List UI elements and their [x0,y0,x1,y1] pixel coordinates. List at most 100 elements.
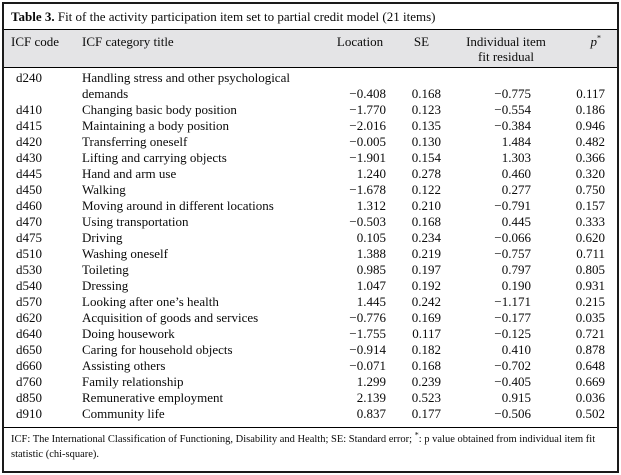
p-value-cell: 0.878 [575,342,605,357]
icf-code-cell: d650 [16,342,42,357]
se-cell: 0.234 [411,230,441,245]
p-value-cell: 0.366 [575,150,605,165]
category-title-cell: Caring for household objects [82,342,233,357]
se-cell: 0.177 [411,406,441,421]
p-value-cell: 0.805 [575,262,605,277]
category-title-cell: Handling stress and other psychological … [82,70,290,101]
location-cell: −1.901 [349,150,386,165]
category-title-cell: Dressing [82,278,129,293]
fit-residual-cell: 0.410 [501,342,531,357]
category-title-cell: Looking after one’s health [82,294,219,309]
table-row: d850 Remunerative employment 2.139 0.523… [4,390,617,406]
category-title-cell: Walking [82,182,126,197]
location-cell: −0.071 [349,358,386,373]
location-cell: 0.837 [356,406,386,421]
p-italic-letter: p [590,34,598,49]
icf-code-cell: d620 [16,310,42,325]
header-row: ICF code ICF category title Location SE … [4,30,617,68]
table-footnote: ICF: The International Classification of… [4,427,617,468]
location-cell: 0.105 [356,230,386,245]
location-cell: 1.445 [356,294,386,309]
fit-residual-cell: −0.702 [494,358,531,373]
table-number-label: Table 3. [11,9,55,24]
footnote-abbreviations: ICF: The International Classification of… [11,434,415,445]
p-value-cell: 0.333 [575,214,605,229]
category-title-cell: Acquisition of goods and services [82,310,259,325]
se-cell: 0.210 [411,198,441,213]
category-title-cell: Maintaining a body position [82,118,229,133]
icf-code-cell: d470 [16,214,42,229]
se-cell: 0.169 [411,310,441,325]
p-value-cell: 0.157 [575,198,605,213]
fit-residual-cell: −0.384 [494,118,531,133]
icf-code-cell: d445 [16,166,42,181]
p-value-cell: 0.750 [575,182,605,197]
se-cell: 0.278 [411,166,441,181]
fit-residual-cell: −0.775 [494,86,531,101]
table-row: d450 Walking −1.678 0.122 0.277 0.750 [4,182,617,198]
category-title-cell: Community life [82,406,165,421]
fit-residual-cell: 0.445 [501,214,531,229]
location-cell: −0.776 [349,310,386,325]
fit-residual-cell: 0.797 [501,262,531,277]
icf-code-cell: d415 [16,118,42,133]
p-value-cell: 0.035 [575,310,605,325]
col-header-p-value: p* [552,30,617,68]
p-asterisk: * [597,33,601,43]
location-cell: 2.139 [356,390,386,405]
se-cell: 0.523 [411,390,441,405]
category-title-cell: Lifting and carrying objects [82,150,227,165]
p-value-cell: 0.117 [576,86,605,101]
se-cell: 0.154 [411,150,441,165]
icf-code-cell: d530 [16,262,42,277]
fit-residual-cell: −0.506 [494,406,531,421]
table-row: d910 Community life 0.837 0.177 −0.506 0… [4,406,617,427]
location-cell: −0.005 [349,134,386,149]
se-cell: 0.182 [411,342,441,357]
table-row: d510 Washing oneself 1.388 0.219 −0.757 … [4,246,617,262]
table-row: d540 Dressing 1.047 0.192 0.190 0.931 [4,278,617,294]
icf-code-cell: d570 [16,294,42,309]
category-title-cell: Remunerative employment [82,390,224,405]
table-row: d640 Doing housework −1.755 0.117 −0.125… [4,326,617,342]
location-cell: −0.503 [349,214,386,229]
icf-code-cell: d450 [16,182,42,197]
se-cell: 0.219 [411,246,441,261]
table-row: d475 Driving 0.105 0.234 −0.066 0.620 [4,230,617,246]
data-table: ICF code ICF category title Location SE … [4,30,617,427]
table-row: d760 Family relationship 1.299 0.239 −0.… [4,374,617,390]
location-cell: 1.388 [356,246,386,261]
fit-residual-cell: 0.277 [501,182,531,197]
table-row: d240 Handling stress and other psycholog… [4,68,617,103]
fit-residual-cell: 0.915 [501,390,531,405]
fit-residual-cell: −0.554 [494,102,531,117]
icf-code-cell: d410 [16,102,42,117]
se-cell: 0.123 [411,102,441,117]
se-cell: 0.168 [411,214,441,229]
location-cell: 0.985 [356,262,386,277]
fit-residual-cell: 1.484 [501,134,531,149]
fit-residual-cell: −0.066 [494,230,531,245]
icf-code-cell: d510 [16,246,42,261]
p-value-cell: 0.620 [575,230,605,245]
category-title-cell: Assisting others [82,358,166,373]
fit-residual-cell: −0.405 [494,374,531,389]
icf-code-cell: d910 [16,406,42,421]
se-cell: 0.117 [412,326,441,341]
location-cell: 1.299 [356,374,386,389]
icf-code-cell: d640 [16,326,42,341]
footnote-asterisk: * [414,430,419,440]
location-cell: 1.240 [356,166,386,181]
location-cell: −1.770 [349,102,386,117]
se-cell: 0.168 [411,358,441,373]
table-row: d420 Transferring oneself −0.005 0.130 1… [4,134,617,150]
table-row: d445 Hand and arm use 1.240 0.278 0.460 … [4,166,617,182]
col-header-se: SE [394,30,449,68]
se-cell: 0.130 [411,134,441,149]
location-cell: 1.047 [356,278,386,293]
p-value-cell: 0.215 [575,294,605,309]
table-row: d530 Toileting 0.985 0.197 0.797 0.805 [4,262,617,278]
fit-residual-cell: −0.791 [494,198,531,213]
icf-code-cell: d850 [16,390,42,405]
